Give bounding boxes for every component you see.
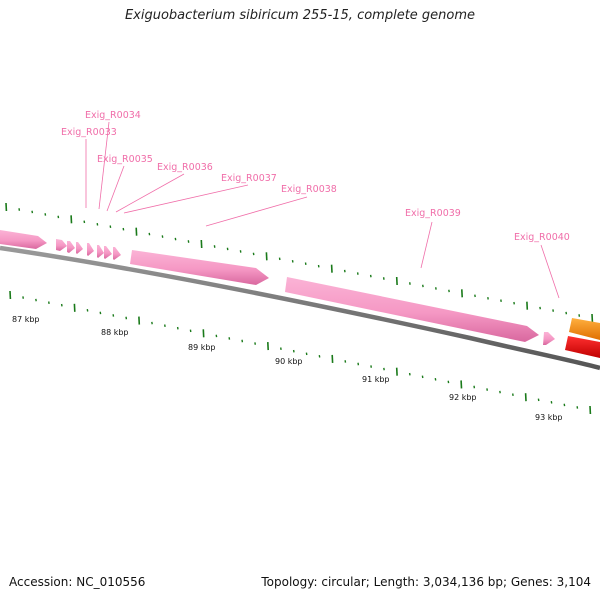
kbp-label: 88 kbp [101, 328, 129, 337]
gene-label-exig-r0036: Exig_R0036 [157, 162, 213, 173]
gene-label-exig-r0037: Exig_R0037 [221, 173, 277, 184]
gene-label-exig-r0040: Exig_R0040 [514, 232, 570, 243]
gene-arrow [97, 245, 104, 258]
gene-track [0, 230, 600, 358]
accession-text: Accession: NC_010556 [9, 575, 146, 589]
gene-arrow [0, 230, 47, 249]
gene-arrow [56, 239, 67, 251]
label-leader [205, 196, 308, 227]
gene-arrow [285, 277, 539, 342]
label-leader [540, 244, 560, 299]
gene-arrow [113, 247, 121, 260]
label-leader [123, 184, 249, 214]
gene-label-exig-r0033: Exig_R0033 [61, 127, 117, 138]
kbp-label: 89 kbp [188, 343, 216, 352]
gene-arrow [543, 332, 555, 345]
genome-summary-text: Topology: circular; Length: 3,034,136 bp… [261, 575, 591, 589]
kbp-label: 90 kbp [275, 357, 303, 366]
kbp-label: 92 kbp [449, 393, 477, 402]
genome-backbone [0, 245, 600, 371]
label-leader [106, 165, 125, 212]
gene-arrow [104, 246, 112, 259]
gene-arrow [76, 242, 83, 254]
genome-title: Exiguobacterium sibiricum 255-15, comple… [124, 8, 476, 23]
kbp-label: 91 kbp [362, 375, 390, 384]
gene-label-exig-r0038: Exig_R0038 [281, 184, 337, 195]
label-leader [98, 121, 110, 210]
gene-arrow [67, 241, 75, 253]
gene-arrow [130, 250, 269, 285]
kbp-scale: 87 kbp 88 kbp 89 kbp 90 kbp 91 kbp 92 kb… [12, 315, 563, 422]
label-leader [115, 173, 185, 213]
gene-labels: Exig_R0033 Exig_R0034 Exig_R0035 Exig_R0… [61, 110, 570, 299]
kbp-label: 93 kbp [535, 413, 563, 422]
inner-tick-ring [9, 290, 592, 415]
label-leader [420, 221, 433, 269]
gene-label-exig-r0034: Exig_R0034 [85, 110, 141, 121]
feature-orange [569, 318, 600, 340]
outer-tick-ring [5, 202, 594, 323]
kbp-label: 87 kbp [12, 315, 40, 324]
feature-red [565, 336, 600, 358]
gene-label-exig-r0039: Exig_R0039 [405, 208, 461, 219]
gene-label-exig-r0035: Exig_R0035 [97, 154, 153, 165]
gene-arrow [87, 243, 94, 256]
